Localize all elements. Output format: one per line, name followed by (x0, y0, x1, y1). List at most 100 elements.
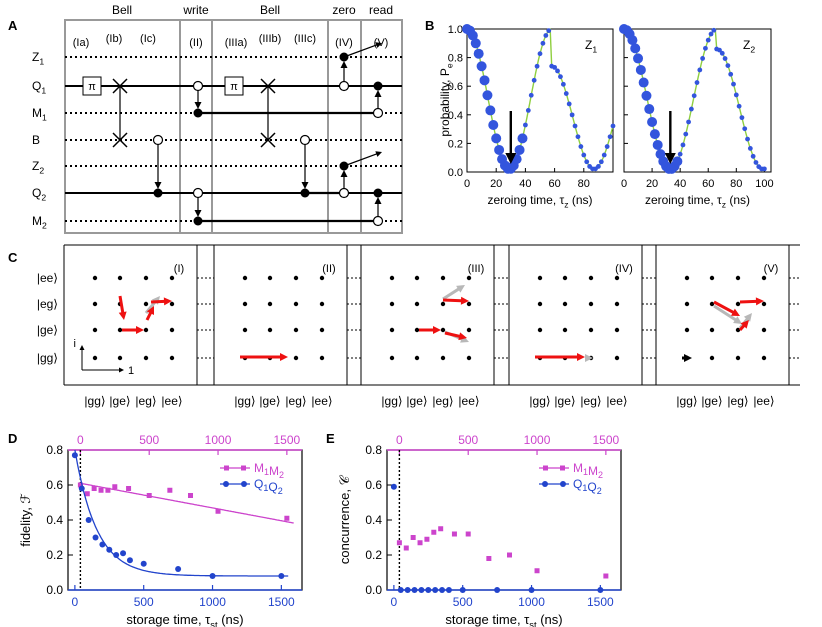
frame-label: (IV) (615, 263, 633, 275)
circle-point (71, 452, 78, 459)
data-point (560, 81, 566, 87)
write-q2-m2-open-dot (192, 187, 204, 199)
circle-point (78, 485, 85, 492)
data-point (672, 156, 683, 167)
zero-q2-arrowhead (340, 170, 348, 177)
data-point (581, 152, 587, 158)
write-q1-m1-arrowhead (194, 102, 202, 109)
fit-line-0 (80, 482, 294, 524)
state-arrow-head (146, 306, 154, 315)
data-point (686, 119, 691, 125)
top-x-tick-label: 1500 (593, 433, 620, 447)
y-tick-label: 0.2 (448, 138, 463, 150)
grid-dot (614, 355, 620, 361)
zero-q1-decay-arrow-shaft (343, 43, 379, 58)
data-point (558, 74, 563, 80)
panel-c-wigner-arrows: (I) (II) (III) (IV) (V) |ee⟩ |eg⟩ |ge⟩ |gg⟩ |gg⟩ |… (37, 244, 800, 408)
square-point (112, 484, 118, 490)
grid-dot (169, 327, 175, 333)
ghost-arrow (442, 285, 465, 301)
grid-dot (684, 327, 690, 333)
panel-label-e: E (326, 431, 335, 446)
section-label: read (369, 3, 393, 17)
col-label: |eg⟩ (580, 394, 601, 408)
grid-dot (169, 275, 175, 281)
x-tick-label: 0 (391, 595, 398, 609)
zero-q1-decay-arrow-head (375, 42, 382, 48)
state-arrow (739, 297, 764, 306)
grid-dot (169, 301, 175, 307)
data-point (688, 106, 694, 112)
step-label: (II) (189, 37, 202, 49)
col-label: |ge⟩ (109, 394, 130, 408)
grid-dot (684, 275, 690, 281)
ghost-arrow-head (460, 335, 469, 343)
section-label: write (182, 3, 209, 17)
ghost-arrow-shaft (713, 304, 739, 323)
x-tick-label: 80 (730, 178, 742, 190)
plot-frame (466, 28, 614, 173)
grid-dot (440, 327, 446, 333)
axis-1-label: 1 (128, 365, 134, 377)
data-point (700, 56, 706, 61)
state-arrow (738, 320, 749, 332)
square-point (98, 487, 104, 493)
data-point (552, 64, 557, 70)
ghost-arrow (682, 354, 692, 362)
data-point (753, 160, 759, 165)
circuit-frame (64, 19, 403, 234)
data-point (488, 120, 499, 131)
panel-b-xlabel: zeroing time, τz (ns) (645, 193, 750, 210)
state-arrow-head (433, 326, 441, 334)
grid-dot (761, 355, 767, 361)
data-point (745, 136, 750, 142)
square-point (410, 535, 416, 540)
axis-1-arrow-head (119, 367, 124, 373)
top-x-tick-label: 1000 (205, 433, 232, 447)
col-label: |ge⟩ (701, 394, 722, 408)
top-x-tick-label: 500 (458, 433, 478, 447)
data-point (543, 33, 549, 38)
data-point (703, 45, 708, 51)
legend-label: Q1Q2 (254, 477, 283, 496)
data-point (563, 91, 569, 96)
grid-dot (614, 327, 620, 333)
grid-dot (440, 275, 446, 281)
state-arrow (713, 300, 740, 316)
grid-dot (293, 275, 299, 281)
panel-label-b: B (425, 18, 434, 33)
state-arrow (118, 295, 127, 320)
col-label: |ee⟩ (458, 394, 479, 408)
panel-a-circuit: Bell write Bell zero read (Ia) (Ib) (Ic) (II) (II… (32, 3, 403, 234)
y-tick-label: 0.6 (448, 81, 463, 93)
square-point (215, 508, 221, 514)
step-label: (IIIa) (225, 37, 248, 49)
grid-dot (143, 355, 149, 361)
y-tick-label: 0.6 (365, 478, 382, 492)
grid-dot (562, 275, 568, 281)
step-label: (IIIb) (259, 33, 282, 45)
data-point (566, 101, 572, 107)
state-arrow-head (460, 296, 469, 305)
panel-b-xlabel: zeroing time, τz (ns) (487, 193, 592, 210)
grid-dot (588, 275, 594, 281)
zero-q2-decay-arrow-shaft (343, 152, 379, 167)
grid-dot (735, 355, 741, 361)
state-arrow (150, 297, 172, 306)
read-m1-arrowhead (374, 90, 382, 97)
state-arrow-shaft (118, 295, 125, 316)
y-tick-label: 0.4 (46, 513, 63, 527)
x-tick-label: 60 (702, 178, 714, 190)
data-point (607, 134, 613, 140)
data-point (604, 144, 610, 149)
square-point (188, 493, 194, 498)
col-label: |ge⟩ (259, 394, 280, 408)
grid-dot (319, 327, 325, 333)
circle-point (459, 587, 466, 593)
x-axis-label: storage time, τst (ns) (126, 612, 243, 627)
legend-square (543, 465, 548, 471)
grid-dot (537, 275, 543, 281)
square-point (284, 515, 290, 521)
data-point (470, 38, 481, 49)
data-point (694, 80, 700, 85)
